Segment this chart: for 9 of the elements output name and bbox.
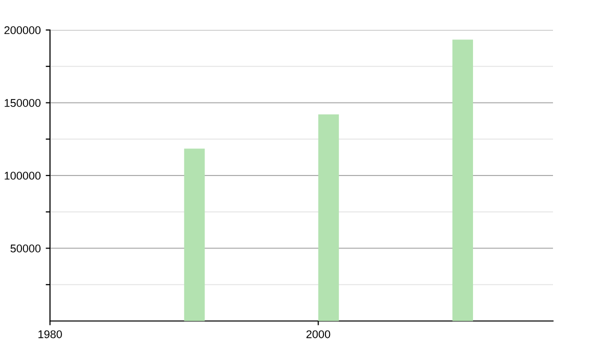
x-tick-label: 2000 [306, 330, 330, 338]
y-tick-label: 50000 [10, 244, 41, 252]
x-tick-label: 1980 [38, 330, 62, 338]
y-tick-label: 200000 [4, 26, 41, 34]
y-tick-label: 100000 [4, 172, 41, 180]
y-tick-label: 150000 [4, 99, 41, 107]
bar [452, 40, 474, 321]
bar [318, 114, 339, 321]
bar [184, 148, 205, 321]
